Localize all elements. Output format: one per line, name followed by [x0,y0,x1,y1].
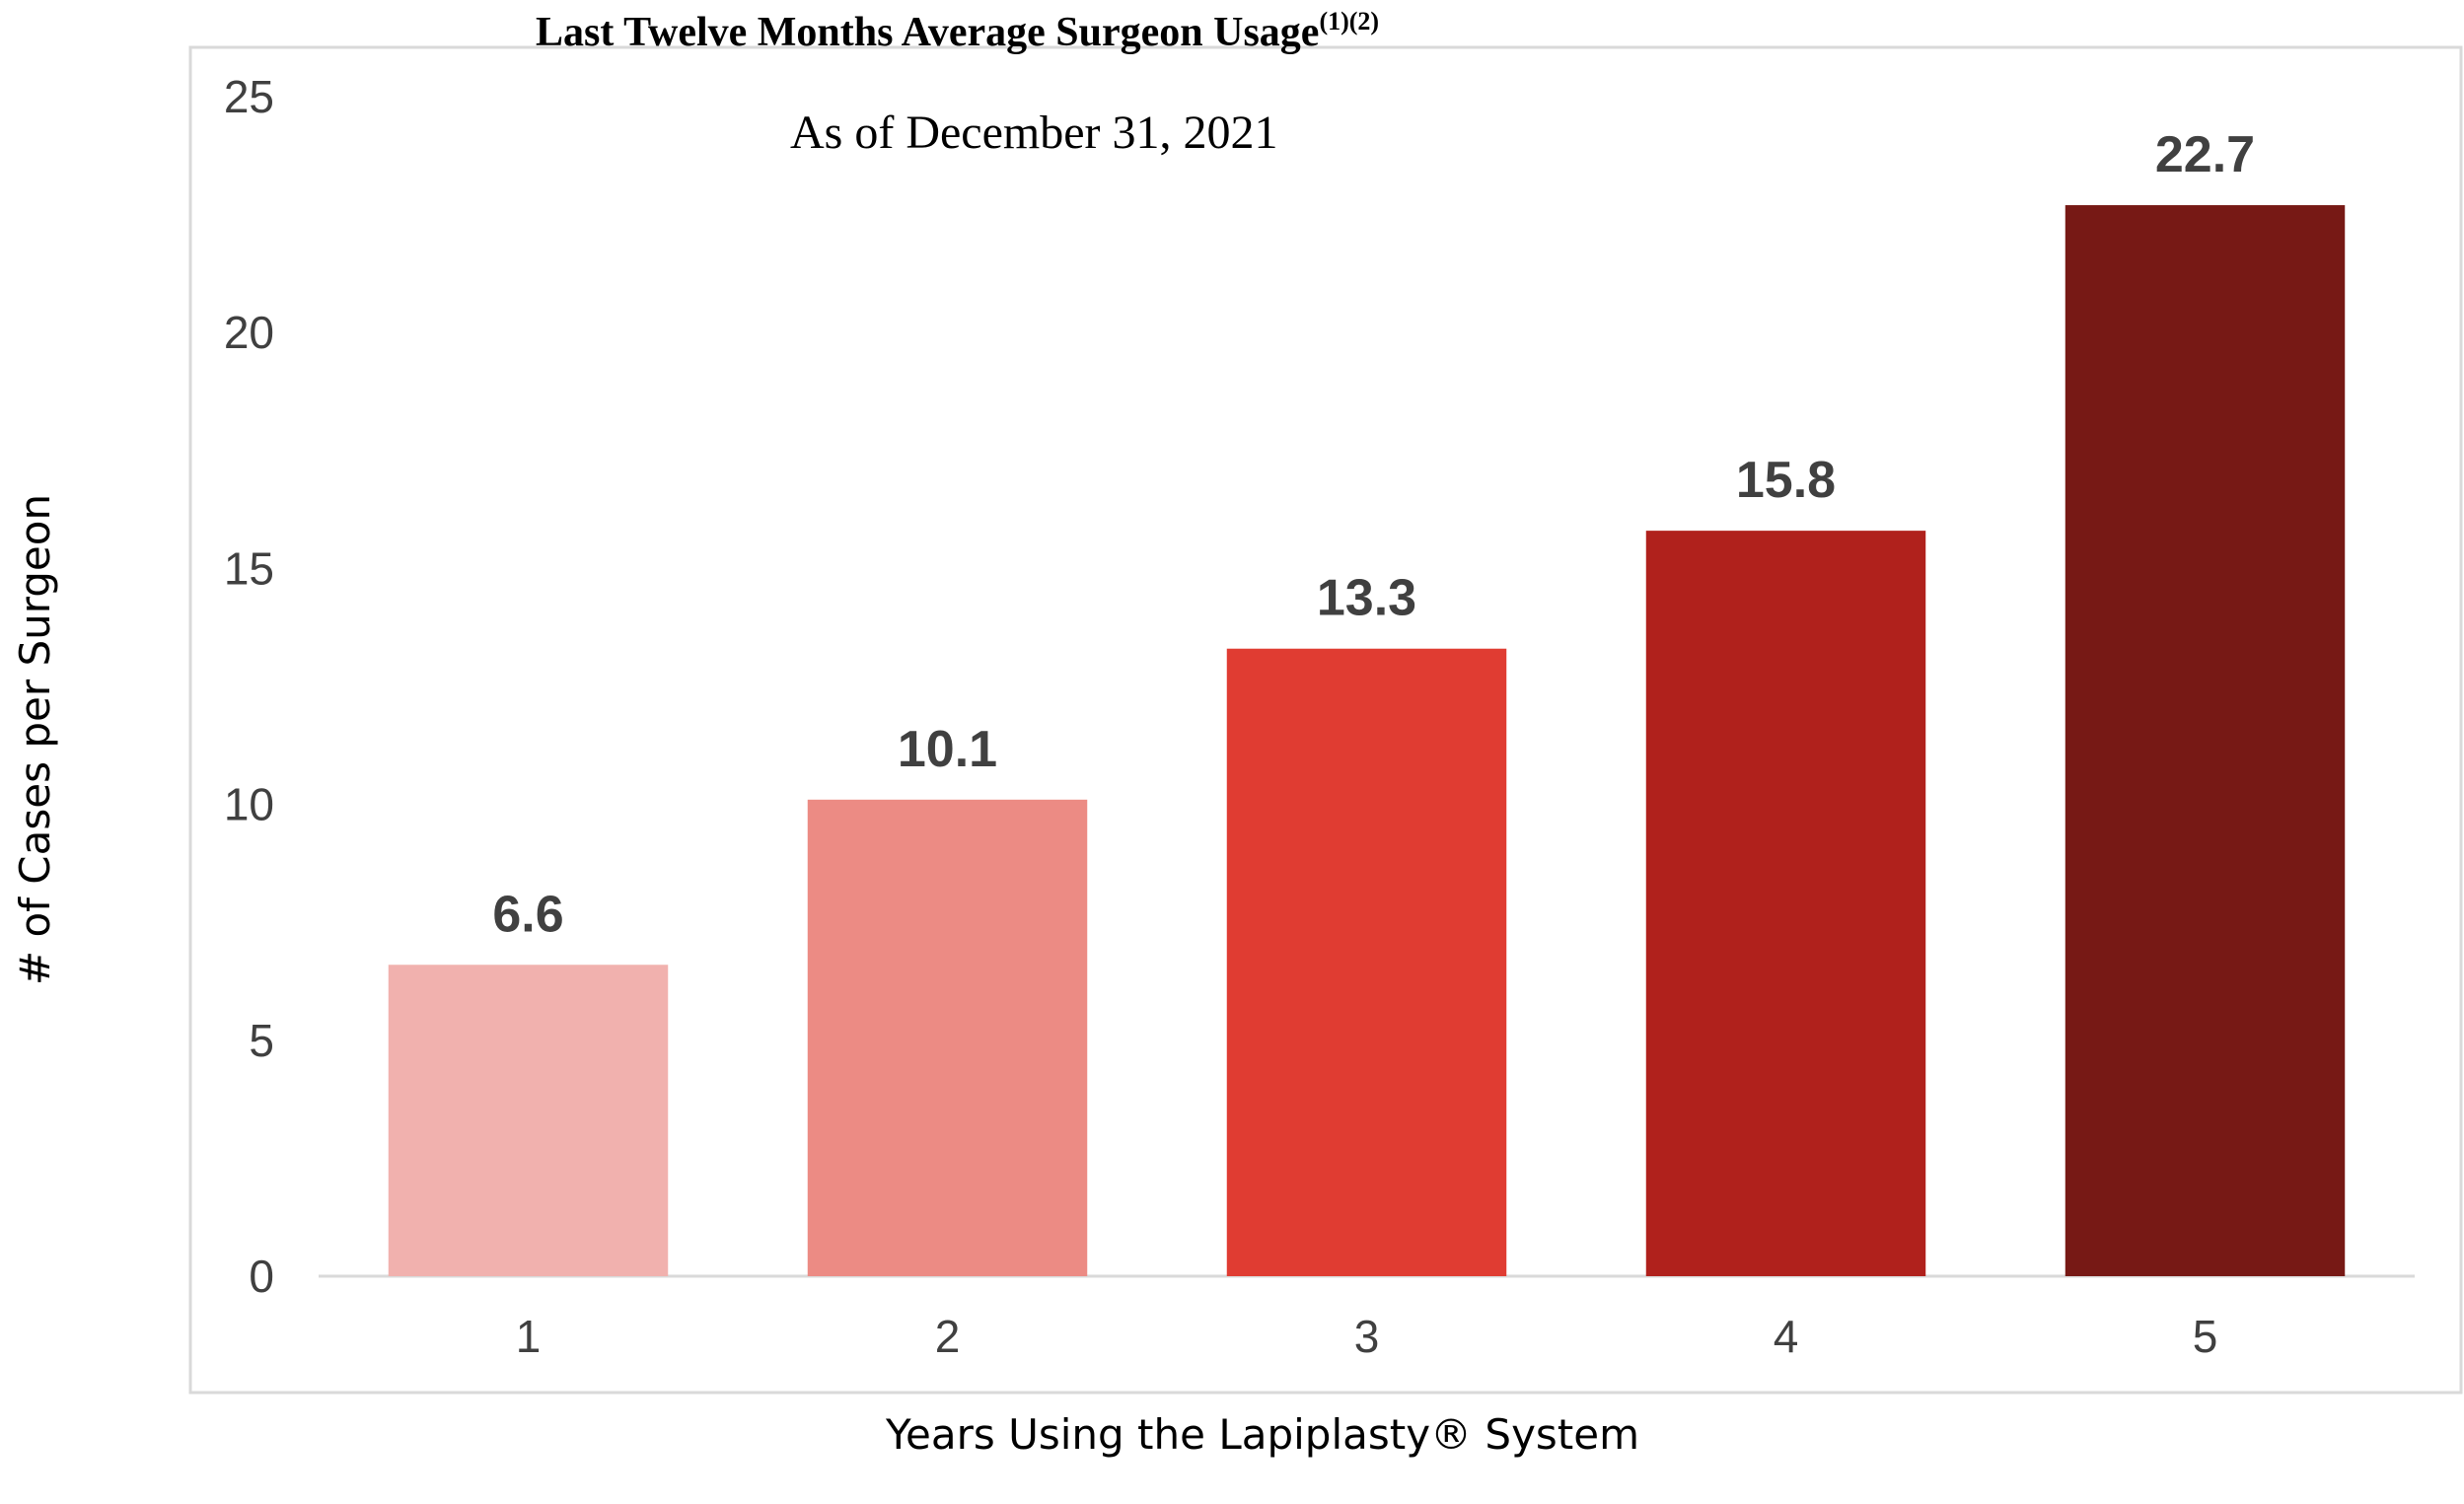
chart-subtitle: As of December 31, 2021 [790,107,1278,159]
y-tick-label: 5 [249,1015,274,1066]
y-tick-label: 20 [224,307,274,358]
y-axis-ticks: 0 5 10 15 20 25 [224,71,274,1302]
bar-value-label: 13.3 [1317,570,1416,627]
chart-title: Last Twelve Months Average Surgeon Usage… [536,7,1379,55]
data-labels: 6.6 10.1 13.3 15.8 22.7 [492,126,2255,943]
x-axis-ticks: 1 2 3 4 5 [516,1311,2218,1362]
bar-5 [2065,205,2346,1277]
x-axis-title: Years Using the Lapiplasty® System [885,1410,1639,1459]
bar-value-label: 6.6 [492,886,563,943]
chart-title-main: Last Twelve Months Average Surgeon Usage [536,10,1319,55]
y-tick-label: 10 [224,779,274,830]
x-tick-label: 2 [935,1311,961,1362]
bar-2 [807,799,1088,1276]
chart-title-superscript: (1)(2) [1319,7,1379,36]
x-tick-label: 5 [2193,1311,2218,1362]
bar-value-label: 15.8 [1736,452,1836,509]
x-tick-label: 3 [1354,1311,1380,1362]
x-tick-label: 1 [516,1311,542,1362]
y-tick-label: 0 [249,1251,274,1302]
x-tick-label: 4 [1774,1311,1799,1362]
bar-value-label: 22.7 [2155,126,2255,183]
bar-3 [1226,648,1507,1276]
bar-4 [1645,531,1926,1276]
y-tick-label: 25 [224,71,274,122]
y-axis-title: # of Cases per Surgeon [11,494,59,985]
y-tick-label: 15 [224,542,274,594]
bar-series [388,205,2346,1277]
bar-1 [388,965,669,1276]
bar-value-label: 10.1 [898,721,997,778]
